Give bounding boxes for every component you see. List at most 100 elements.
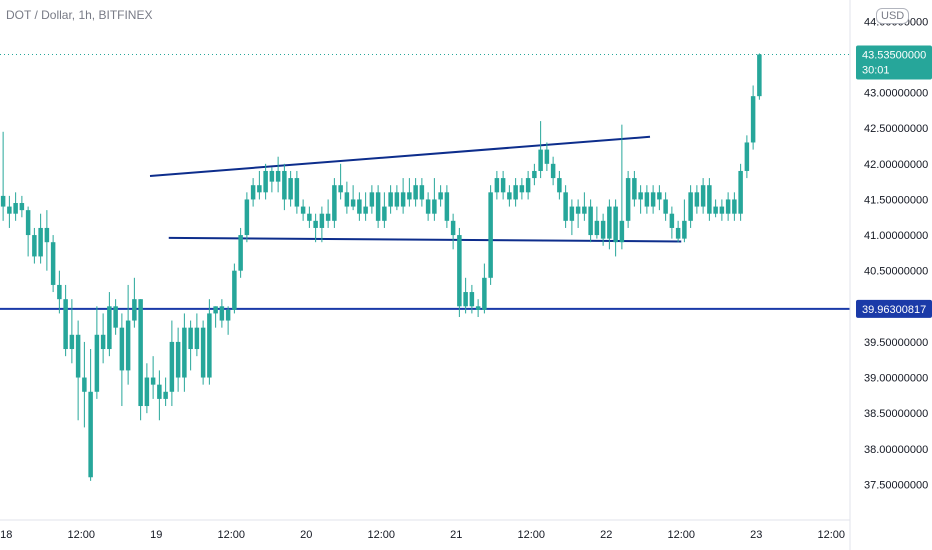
candle-body — [594, 220, 600, 236]
candle-body — [207, 313, 212, 378]
candle-body — [475, 306, 481, 310]
y-tick-label: 41.50000000 — [864, 194, 928, 206]
candle-body — [325, 213, 331, 221]
candle-body — [119, 327, 125, 371]
candle-body — [419, 185, 425, 200]
price-tags: 43.53500000 30:01 39.96300817 — [856, 45, 932, 318]
candle-body — [213, 306, 218, 314]
support-level-tag — [856, 299, 932, 318]
x-tick-label: 12:00 — [667, 529, 695, 541]
candle-body — [750, 96, 756, 143]
candle-body — [107, 306, 112, 350]
y-tick-label: 37.50000000 — [864, 479, 928, 491]
candle-body — [163, 391, 168, 399]
candle-body — [200, 327, 206, 378]
candle-body — [575, 206, 581, 214]
y-tick-label: 42.50000000 — [864, 123, 928, 135]
candle-body — [457, 235, 462, 307]
candle-body — [250, 185, 256, 200]
x-tick-label: 21 — [450, 529, 462, 541]
candle-body — [425, 199, 431, 214]
trendlines — [0, 53, 850, 310]
x-tick-label: 20 — [300, 529, 312, 541]
candle-body — [607, 206, 612, 239]
candle-body — [557, 178, 562, 193]
candle-body — [175, 341, 181, 378]
x-tick-label: 12:00 — [517, 529, 545, 541]
candle-body — [19, 203, 25, 211]
candle-body — [744, 142, 750, 171]
candle-body — [125, 320, 131, 371]
y-tick-label: 39.50000000 — [864, 337, 928, 349]
candle-body — [38, 227, 43, 257]
candle-body — [388, 192, 393, 207]
candle-body — [375, 192, 381, 221]
candle-body — [57, 284, 62, 300]
candle-body — [600, 220, 606, 239]
candle-body — [100, 334, 106, 350]
candle-body — [738, 170, 743, 214]
candle-body — [338, 185, 343, 193]
candle-body — [169, 341, 175, 392]
candle-body — [619, 220, 625, 243]
y-tick-label: 41.00000000 — [864, 230, 928, 242]
candle-body — [7, 206, 12, 214]
y-tick-label: 38.00000000 — [864, 444, 928, 456]
candle-body — [32, 235, 37, 257]
price-axis-background — [850, 0, 932, 550]
y-tick-label: 38.50000000 — [864, 408, 928, 420]
trendline-upper — [149, 135, 651, 177]
candle-body — [400, 192, 406, 207]
candle-body — [669, 213, 675, 228]
chart-title: DOT / Dollar, 1h, BITFINEX — [6, 8, 153, 22]
candle-body — [182, 327, 187, 378]
candle-body — [725, 199, 731, 214]
candle-body — [394, 192, 400, 207]
candle-body — [532, 170, 537, 179]
candle-body — [650, 192, 656, 207]
candle-body — [88, 391, 93, 478]
x-tick-label: 12:00 — [367, 529, 395, 541]
candle-body — [369, 192, 375, 207]
candle-body — [563, 192, 568, 221]
candle-body — [319, 213, 325, 228]
candle-body — [82, 377, 87, 392]
candle-body — [482, 277, 487, 310]
candle-body — [732, 199, 737, 214]
candle-body — [232, 270, 237, 310]
candle-body — [488, 192, 493, 278]
candle-body — [344, 192, 350, 207]
candle-body — [438, 192, 443, 200]
support-level-label: 39.96300817 — [862, 304, 926, 316]
candle-body — [69, 334, 75, 350]
candle-body — [625, 178, 631, 221]
candle-body — [300, 206, 306, 214]
candle-body — [657, 192, 662, 200]
countdown-label: 30:01 — [862, 64, 890, 76]
candle-body — [407, 192, 412, 200]
candle-body — [432, 199, 437, 214]
candle-body — [544, 149, 550, 164]
candle-body — [525, 178, 531, 193]
candle-body — [144, 377, 150, 407]
candles — [0, 53, 762, 481]
x-tick-label: 12:00 — [817, 529, 845, 541]
y-tick-label: 39.00000000 — [864, 373, 928, 385]
candle-body — [332, 185, 337, 221]
last-price-label: 43.53500000 — [862, 49, 926, 61]
candle-body — [700, 185, 706, 207]
candle-body — [50, 242, 56, 285]
candle-body — [63, 299, 68, 350]
candle-body — [694, 192, 700, 207]
candle-body — [632, 178, 637, 200]
candle-body — [13, 203, 18, 214]
last-price-tag — [856, 45, 932, 80]
candle-body — [513, 185, 518, 200]
candle-body — [294, 178, 300, 207]
candle-body — [94, 334, 100, 392]
currency-badge[interactable]: USD — [876, 8, 910, 24]
candle-body — [638, 192, 643, 200]
x-tick-label: 18 — [0, 529, 12, 541]
